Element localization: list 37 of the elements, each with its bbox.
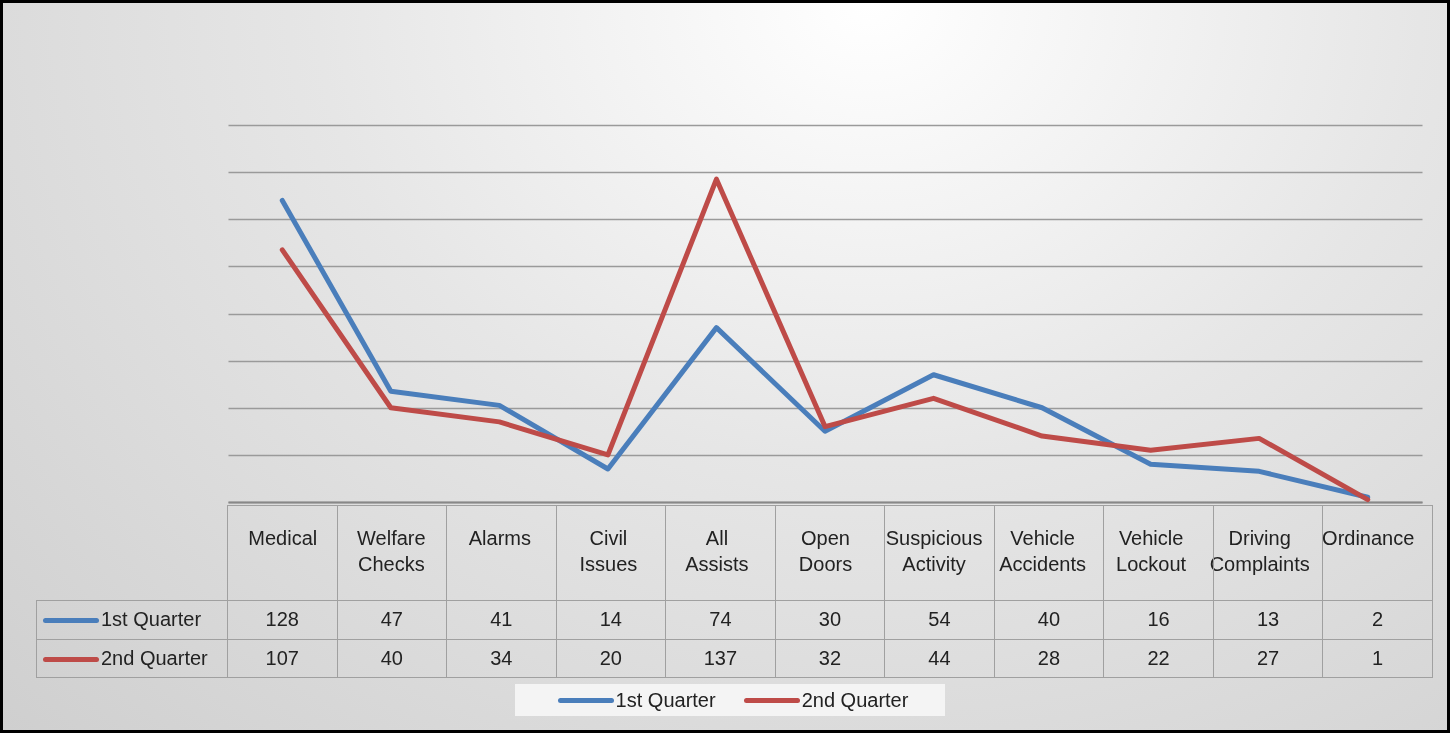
data-label: 14	[556, 600, 666, 639]
data-label: 44	[884, 639, 995, 678]
x-tick-label: Vehicle Lockout	[1116, 526, 1187, 575]
x-tick-label: Alarms	[468, 526, 531, 549]
data-label: 16	[1103, 600, 1214, 639]
data-label: 22	[1103, 639, 1214, 678]
data-label: 74	[665, 600, 776, 639]
data-label: 20	[556, 639, 666, 678]
x-tick-label: Welfare Checks	[357, 526, 426, 575]
data-label: 13	[1213, 600, 1323, 639]
data-label: 32	[775, 639, 885, 678]
text: 2nd Quarter	[801, 688, 909, 711]
data-label: 1	[1322, 639, 1433, 678]
data-label: 54	[884, 600, 995, 639]
x-tick-label: All Assists	[685, 526, 749, 575]
legend-label: 1st Quarter	[101, 608, 202, 631]
text: 1st Quarter	[615, 688, 716, 711]
data-label: 41	[446, 600, 557, 639]
x-tick-label: Driving Complaints	[1209, 526, 1310, 575]
x-tick-label: Medical	[248, 526, 318, 549]
data-label: 40	[994, 600, 1104, 639]
legend-label: 2nd Quarter	[101, 646, 208, 669]
x-tick-label: Suspicious Activity	[885, 526, 983, 575]
data-label: 40	[337, 639, 447, 678]
x-tick-label: Civil Issues	[579, 526, 638, 575]
data-label: 128	[227, 600, 338, 639]
x-tick-label: Open Doors	[798, 526, 853, 575]
data-label: 28	[994, 639, 1104, 678]
data-label: 27	[1213, 639, 1323, 678]
data-label: 34	[446, 639, 557, 678]
data-label: 2	[1322, 600, 1433, 639]
x-tick-label: Ordinance	[1322, 526, 1415, 549]
data-label: 30	[775, 600, 885, 639]
data-label: 107	[227, 639, 338, 678]
x-tick-label: Vehicle Accidents	[999, 526, 1086, 575]
data-label: 47	[337, 600, 447, 639]
data-label: 137	[665, 639, 776, 678]
